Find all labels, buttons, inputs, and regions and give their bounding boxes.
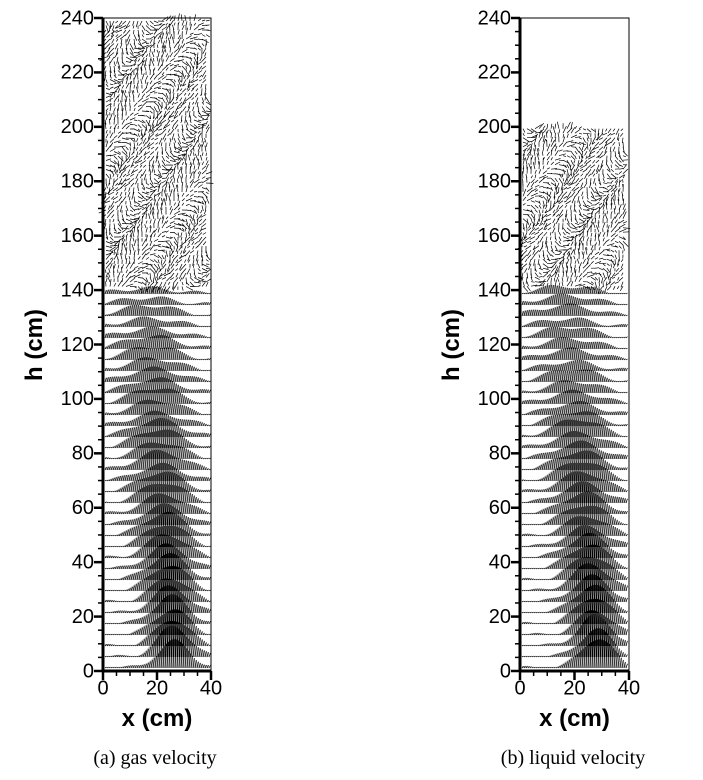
y-tick-label: 120 (61, 334, 94, 356)
y-tick-label: 220 (61, 62, 94, 84)
y-tick-label: 20 (489, 606, 511, 628)
x-tick-label: 0 (97, 677, 108, 699)
caption: (a) gas velocity (93, 747, 216, 769)
x-tick-label: 20 (146, 677, 168, 699)
y-tick-label: 0 (500, 660, 511, 682)
y-tick-label: 200 (61, 116, 94, 138)
y-tick-label: 100 (61, 388, 94, 410)
y-tick-label: 40 (489, 551, 511, 573)
y-tick-label: 180 (478, 171, 511, 193)
y-tick-label: 240 (478, 7, 511, 29)
y-tick-label: 140 (61, 279, 94, 301)
y-tick-label: 40 (72, 551, 94, 573)
x-tick-label: 40 (200, 677, 222, 699)
x-axis-label: x (cm) (122, 705, 193, 732)
y-tick-label: 100 (478, 388, 511, 410)
y-axis-label: h (cm) (438, 309, 465, 381)
y-tick-label: 80 (489, 443, 511, 465)
y-tick-label: 220 (478, 62, 511, 84)
y-tick-label: 20 (72, 606, 94, 628)
y-tick-label: 0 (83, 660, 94, 682)
y-tick-label: 180 (61, 171, 94, 193)
caption: (b) liquid velocity (501, 747, 645, 769)
y-tick-label: 200 (478, 116, 511, 138)
y-tick-label: 120 (478, 334, 511, 356)
x-tick-label: 40 (618, 677, 640, 699)
vector-field (516, 121, 631, 669)
y-tick-label: 80 (72, 443, 94, 465)
y-tick-label: 160 (478, 225, 511, 247)
y-axis-label: h (cm) (21, 309, 48, 381)
x-axis-label: x (cm) (539, 705, 610, 732)
y-tick-label: 140 (478, 279, 511, 301)
y-tick-label: 60 (489, 497, 511, 519)
x-tick-label: 20 (563, 677, 585, 699)
x-tick-label: 0 (514, 677, 525, 699)
y-tick-label: 60 (72, 497, 94, 519)
y-tick-label: 240 (61, 7, 94, 29)
y-tick-label: 160 (61, 225, 94, 247)
vector-field (98, 13, 214, 669)
